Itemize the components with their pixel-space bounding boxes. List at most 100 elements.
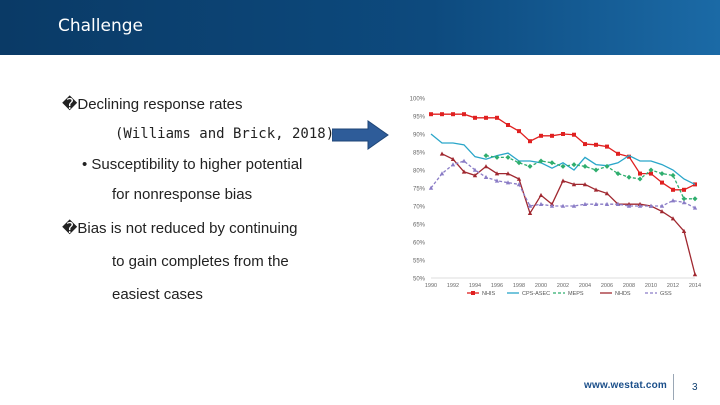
x-tick-label: 1992 (447, 283, 459, 289)
x-tick-label: 2004 (579, 283, 591, 289)
data-point (571, 162, 577, 168)
legend-label: MEPS (568, 291, 584, 297)
data-point (648, 167, 654, 173)
data-point (439, 151, 445, 156)
data-point (495, 115, 499, 120)
data-point (660, 180, 664, 185)
data-point (462, 112, 466, 117)
data-point (527, 203, 533, 208)
data-point (539, 133, 543, 138)
footer-url[interactable]: www.westat.com (584, 380, 668, 391)
y-tick-label: 85% (413, 151, 426, 157)
data-point (428, 185, 434, 190)
y-tick-label: 65% (413, 223, 426, 229)
data-point (483, 164, 489, 169)
data-point (593, 167, 599, 173)
data-point (516, 182, 522, 187)
x-tick-label: 1994 (469, 283, 481, 289)
x-tick-label: 1990 (425, 283, 437, 289)
data-point (670, 198, 676, 203)
page-number: 3 (692, 382, 698, 393)
citation-text: (Williams and Brick, 2018) (115, 126, 335, 142)
data-point (593, 187, 599, 192)
data-point (583, 142, 587, 147)
data-point (582, 201, 588, 206)
data-point (461, 169, 467, 174)
data-point (670, 216, 676, 221)
data-point (516, 160, 522, 166)
data-point (472, 173, 478, 178)
x-tick-label: 2008 (623, 283, 635, 289)
data-point (506, 123, 510, 127)
data-point (472, 167, 478, 172)
data-point (473, 115, 477, 120)
x-tick-label: 2002 (557, 283, 569, 289)
data-point (615, 201, 621, 206)
x-tick-label: 2000 (535, 283, 547, 289)
legend-label: NHDS (615, 291, 631, 297)
data-point (494, 178, 500, 183)
data-point (582, 163, 588, 169)
response-rate-line-chart: 100% 95% 90% 85% 80% 75% 70% 65% 60% 55% 50%1990 19… (410, 97, 701, 298)
data-point (582, 182, 588, 187)
data-point (451, 112, 455, 117)
slide-title: Challenge (58, 16, 143, 36)
data-point (571, 182, 577, 187)
data-point (692, 196, 698, 202)
legend-label: NHIS (482, 291, 495, 297)
data-point (440, 112, 444, 117)
data-point (615, 171, 621, 177)
sub-bullet-continuation: for nonresponse bias (112, 186, 253, 203)
data-point (692, 205, 698, 210)
bullet-bias-not-reduced: �Bias is not reduced by continuing (62, 220, 298, 237)
data-point (494, 154, 500, 160)
data-point (648, 203, 654, 208)
legend-marker (471, 291, 475, 295)
data-point (681, 228, 687, 233)
data-point (561, 132, 565, 136)
data-point (593, 201, 599, 206)
bullet-continuation-1: to gain completes from the (112, 253, 289, 270)
legend-label: CPS-ASEC (522, 291, 550, 297)
series-line-cps-asec (430, 133, 696, 185)
data-point (549, 160, 555, 166)
data-point (659, 209, 665, 214)
y-tick-label: 75% (413, 187, 426, 193)
data-point (604, 191, 610, 196)
data-point (505, 154, 511, 160)
data-point (572, 132, 576, 137)
data-point (637, 176, 643, 182)
x-tick-label: 2010 (645, 283, 657, 289)
data-point (528, 139, 532, 144)
data-point (538, 201, 544, 206)
data-point (560, 203, 566, 208)
legend-label: GSS (660, 291, 672, 297)
y-tick-label: 50% (413, 277, 426, 283)
data-point (549, 203, 555, 208)
data-point (450, 156, 456, 161)
data-point (594, 142, 598, 147)
data-point (450, 162, 456, 167)
data-point (560, 178, 566, 183)
y-tick-label: 80% (413, 169, 426, 175)
bullet-continuation-2: easiest cases (112, 286, 203, 303)
x-tick-label: 2012 (667, 283, 679, 289)
y-tick-label: 95% (413, 115, 426, 121)
data-point (439, 171, 445, 176)
y-tick-label: 70% (413, 205, 426, 211)
data-point (638, 171, 642, 176)
data-point (483, 174, 489, 179)
data-point (494, 171, 500, 176)
data-point (429, 112, 433, 117)
data-point (649, 171, 653, 176)
x-tick-label: 2014 (689, 283, 701, 289)
data-point (659, 203, 665, 208)
data-point (626, 203, 632, 208)
data-point (538, 192, 544, 197)
data-point (527, 163, 533, 169)
data-point (560, 163, 566, 169)
data-point (550, 133, 554, 138)
data-point (627, 154, 631, 159)
data-point (616, 151, 620, 156)
data-point (681, 200, 687, 205)
